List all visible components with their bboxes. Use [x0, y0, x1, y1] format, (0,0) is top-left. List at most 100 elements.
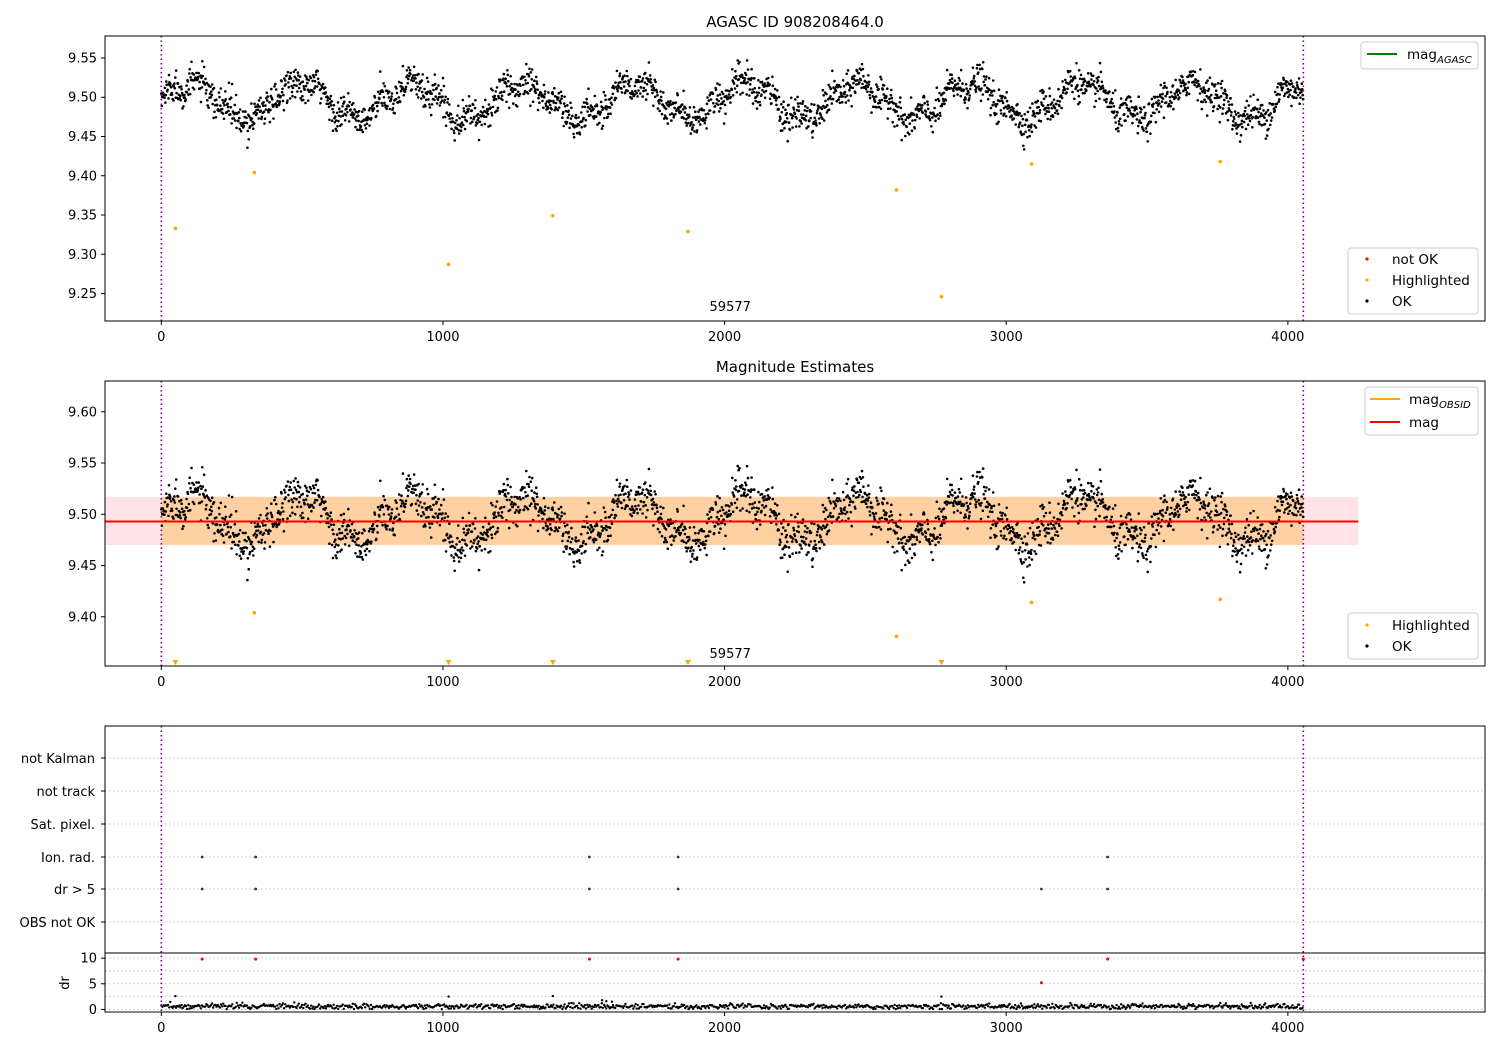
ok-point [400, 494, 403, 498]
ok-point [229, 96, 233, 99]
ok-point [623, 484, 626, 488]
ok-point [1103, 98, 1106, 102]
ok-point [320, 497, 324, 501]
ok-point [988, 503, 991, 507]
ok-point [232, 533, 235, 536]
ok-point [1182, 81, 1186, 84]
ok-point [280, 90, 284, 94]
ok-point [504, 495, 508, 498]
ok-point [936, 113, 939, 116]
ok-point [537, 514, 540, 517]
ok-point [573, 552, 576, 555]
ok-point [497, 96, 501, 100]
ok-point [659, 95, 663, 99]
ok-point [174, 487, 177, 491]
ok-point [899, 526, 903, 530]
ok-point [821, 503, 825, 507]
ok-point [395, 91, 399, 95]
ok-point [697, 531, 700, 535]
ok-point [553, 501, 556, 504]
ok-point [627, 493, 631, 496]
ok-point [1248, 119, 1252, 123]
ok-point [482, 538, 486, 541]
ok-point [847, 517, 850, 520]
ok-point [886, 117, 889, 120]
ok-point [167, 483, 171, 487]
ok-point [188, 476, 191, 480]
ok-point [1175, 90, 1179, 94]
ok-point [292, 479, 296, 483]
ok-point [291, 86, 295, 90]
ok-point [705, 102, 709, 106]
ok-point [174, 478, 178, 481]
ok-point [557, 106, 561, 109]
ok-point [395, 507, 399, 510]
ok-point [746, 68, 750, 71]
ok-point [907, 116, 910, 120]
ok-point [1028, 563, 1031, 567]
ok-point [413, 484, 417, 487]
ok-point [648, 74, 652, 77]
ok-point [616, 497, 620, 501]
ok-point [691, 539, 695, 542]
ok-point [221, 112, 225, 115]
ok-point [306, 81, 309, 85]
ok-point [305, 75, 308, 79]
ok-point [463, 127, 467, 131]
ok-point [292, 70, 296, 74]
ok-point [828, 499, 832, 503]
ok-point [601, 529, 604, 532]
ok-point [840, 100, 844, 104]
ok-point [585, 97, 588, 101]
ok-point [500, 506, 503, 509]
ok-point [681, 528, 685, 532]
ok-point [1209, 516, 1212, 519]
ok-point [861, 82, 864, 86]
ok-point [357, 531, 361, 534]
ok-point [889, 510, 893, 513]
ok-point [722, 122, 726, 125]
ok-point [1268, 114, 1271, 117]
ok-point [472, 117, 475, 121]
ok-point [427, 98, 430, 101]
ok-point [1270, 116, 1274, 119]
ok-point [770, 102, 773, 105]
ok-point [504, 488, 507, 492]
ok-point [353, 529, 356, 532]
ok-point [347, 544, 351, 548]
ok-point [864, 502, 868, 506]
ok-point [833, 492, 836, 495]
ok-point [1194, 78, 1198, 82]
ok-point [1165, 500, 1168, 504]
ok-point [952, 94, 956, 98]
ok-point [425, 98, 428, 102]
ok-point [1195, 493, 1198, 497]
ok-point [1124, 119, 1127, 122]
ok-point [634, 504, 637, 508]
ok-point [879, 528, 883, 531]
ok-point [290, 90, 294, 94]
ok-point [487, 522, 491, 526]
ok-point [189, 486, 192, 490]
ok-point [1018, 121, 1022, 124]
ok-point [502, 488, 505, 492]
ok-point [209, 85, 212, 89]
ok-point [359, 125, 363, 128]
ok-point [628, 498, 631, 501]
ok-point [466, 110, 470, 113]
ok-point [1159, 497, 1163, 500]
ok-point [1098, 61, 1102, 65]
ok-point [760, 492, 764, 496]
ok-point [1055, 530, 1059, 534]
ok-point [376, 90, 380, 94]
ok-point [1030, 130, 1034, 134]
ok-point [1239, 536, 1242, 540]
ok-point [319, 502, 323, 506]
ok-point [839, 85, 842, 89]
ok-point [893, 125, 896, 128]
ok-point [335, 533, 339, 536]
ok-point [799, 113, 803, 116]
ok-point [502, 505, 506, 509]
ok-point [618, 485, 621, 488]
ok-point [376, 531, 379, 534]
